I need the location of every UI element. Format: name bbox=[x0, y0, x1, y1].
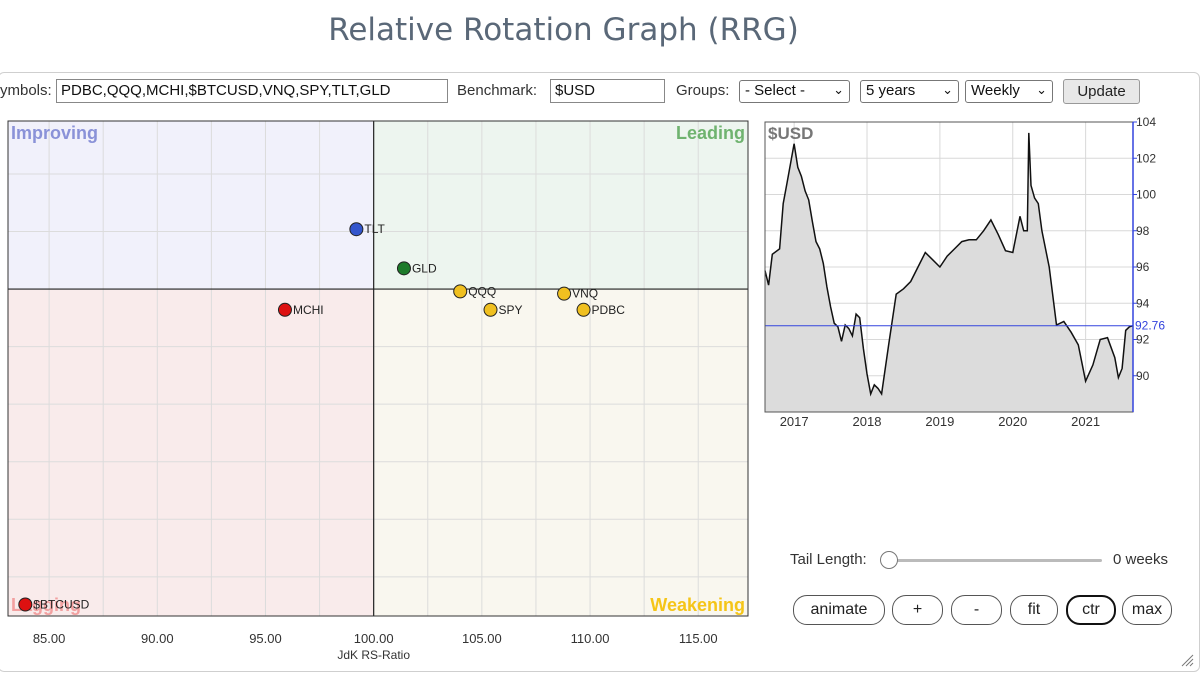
groups-label: Groups: bbox=[676, 82, 730, 99]
chevron-down-icon: ⌄ bbox=[833, 82, 844, 97]
zoom-out-button[interactable]: - bbox=[951, 595, 1002, 625]
quadrant-label-improving: Improving bbox=[11, 123, 98, 143]
period-select[interactable]: 5 years ⌄ bbox=[860, 80, 959, 103]
rrg-point-spy[interactable] bbox=[483, 302, 498, 317]
rrg-x-tick-label: 95.00 bbox=[249, 631, 282, 646]
benchmark-label: Benchmark: bbox=[457, 82, 538, 99]
rrg-x-tick-label: 85.00 bbox=[33, 631, 66, 646]
rrg-point-pdbc[interactable] bbox=[576, 302, 591, 317]
tail-length-slider-thumb[interactable] bbox=[880, 551, 898, 569]
zoom-in-button[interactable]: + bbox=[892, 595, 943, 625]
rrg-point-label: GLD bbox=[412, 261, 437, 275]
symbols-label: ymbols: bbox=[0, 82, 52, 99]
rrg-x-tick-label: 115.00 bbox=[679, 631, 718, 646]
period-select-value: 5 years bbox=[866, 82, 916, 99]
update-button[interactable]: Update bbox=[1063, 79, 1140, 104]
rrg-x-tick-label: 110.00 bbox=[571, 631, 610, 646]
benchmark-input[interactable]: $USD bbox=[550, 79, 665, 103]
rrg-point-qqq[interactable] bbox=[453, 284, 468, 299]
rrg-point-btcusd[interactable] bbox=[18, 597, 33, 612]
rrg-point-label: PDBC bbox=[592, 303, 626, 317]
quadrant-leading bbox=[373, 121, 748, 290]
chevron-down-icon: ⌄ bbox=[1036, 82, 1047, 97]
rrg-point-label: SPY bbox=[499, 303, 523, 317]
quadrant-improving bbox=[8, 121, 374, 290]
groups-select[interactable]: - Select - ⌄ bbox=[739, 80, 850, 103]
groups-select-value: - Select - bbox=[745, 82, 806, 99]
frequency-select[interactable]: Weekly ⌄ bbox=[965, 80, 1053, 103]
symbols-input[interactable]: PDBC,QQQ,MCHI,$BTCUSD,VNQ,SPY,TLT,GLD bbox=[56, 79, 448, 103]
quadrant-label-leading: Leading bbox=[676, 123, 745, 143]
quadrant-lagging bbox=[8, 289, 374, 616]
tail-length-value: 0 weeks bbox=[1113, 551, 1169, 568]
quadrant-weakening bbox=[373, 289, 748, 616]
rrg-point-vnq[interactable] bbox=[557, 286, 572, 301]
resize-grip-icon[interactable] bbox=[1180, 653, 1194, 667]
rrg-x-tick-label: 105.00 bbox=[462, 631, 502, 646]
rrg-point-label: MCHI bbox=[293, 303, 324, 317]
rrg-point-label: VNQ bbox=[572, 287, 598, 301]
fit-button[interactable]: fit bbox=[1010, 595, 1058, 625]
rrg-x-tick-label: 100.00 bbox=[354, 631, 394, 646]
frequency-select-value: Weekly bbox=[971, 82, 1020, 99]
rrg-point-label: $BTCUSD bbox=[33, 597, 89, 611]
rrg-point-label: TLT bbox=[364, 222, 385, 236]
rrg-x-tick-label: 90.00 bbox=[141, 631, 174, 646]
rrg-x-axis-label: JdK RS-Ratio bbox=[337, 648, 410, 662]
rrg-chart[interactable]: Improving Leading Lagging Weakening 85.0… bbox=[0, 0, 760, 675]
quadrant-label-weakening: Weakening bbox=[650, 595, 745, 615]
animate-button[interactable]: animate bbox=[793, 595, 885, 625]
rrg-point-gld[interactable] bbox=[396, 261, 411, 276]
rrg-plot-border bbox=[7, 120, 749, 617]
rrg-point-mchi[interactable] bbox=[277, 302, 292, 317]
rrg-point-label: QQQ bbox=[468, 284, 496, 298]
rrg-x-ticks: 85.00 90.00 95.00 100.00 105.00 110.00 115.00 bbox=[33, 631, 718, 646]
rrg-point-tlt[interactable] bbox=[349, 222, 364, 237]
tail-length-slider-track[interactable] bbox=[882, 559, 1102, 562]
chevron-down-icon: ⌄ bbox=[942, 82, 953, 97]
tail-length-label: Tail Length: bbox=[790, 551, 867, 568]
center-button[interactable]: ctr bbox=[1066, 595, 1116, 625]
page-title: Relative Rotation Graph (RRG) bbox=[328, 12, 799, 48]
max-button[interactable]: max bbox=[1122, 595, 1172, 625]
